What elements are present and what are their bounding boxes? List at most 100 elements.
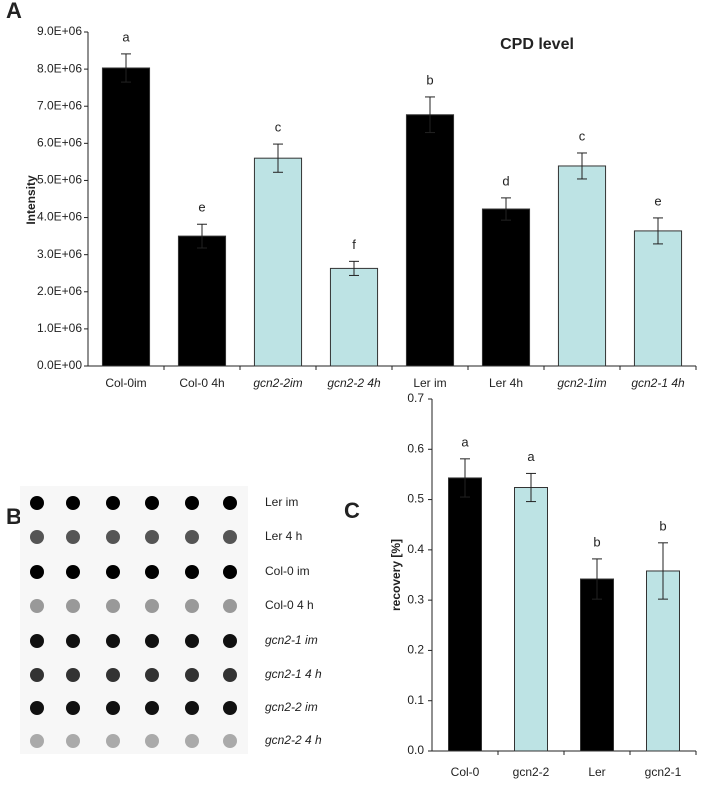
annotation: c	[579, 128, 586, 143]
blot-dot	[185, 496, 199, 510]
y-tick-label: 0.6	[407, 441, 424, 455]
blot-dot	[30, 634, 44, 648]
blot-dot	[185, 668, 199, 682]
annotation: b	[659, 518, 666, 533]
x-tick-label: Ler	[588, 765, 605, 779]
blot-dot	[185, 734, 199, 748]
x-tick-label: Col-0	[451, 765, 480, 779]
blot-dot	[145, 668, 159, 682]
annotation: a	[122, 29, 130, 44]
chart-title: CPD level	[500, 36, 574, 53]
blot-dot	[106, 496, 120, 510]
blot-dot	[145, 634, 159, 648]
y-axis-label: recovery [%]	[389, 539, 403, 611]
x-tick-label: Col-0 4h	[179, 376, 224, 390]
y-tick-label: 0.7	[407, 391, 424, 405]
blot-dot	[106, 530, 120, 544]
blot-dot	[30, 668, 44, 682]
y-tick-label: 7.0E+06	[37, 98, 82, 112]
blot-dot	[106, 701, 120, 715]
blot-dot	[185, 565, 199, 579]
blot-dot	[66, 530, 80, 544]
annotation: b	[593, 534, 600, 549]
blot-dot	[223, 530, 237, 544]
blot-dot	[106, 734, 120, 748]
blot-dot	[223, 668, 237, 682]
bar	[177, 235, 227, 367]
annotation: a	[461, 434, 469, 449]
blot-dot	[145, 565, 159, 579]
blot-dot	[106, 634, 120, 648]
x-tick-label: Ler 4h	[489, 376, 523, 390]
y-tick-label: 0.3	[407, 592, 424, 606]
blot-dot	[223, 634, 237, 648]
blot-dot	[30, 565, 44, 579]
blot-dot	[106, 599, 120, 613]
y-tick-label: 6.0E+06	[37, 136, 82, 150]
blot-dot	[66, 734, 80, 748]
bar	[580, 578, 614, 752]
row-label: gcn2-1 im	[265, 633, 318, 647]
blot-dot	[66, 599, 80, 613]
row-label: gcn2-2 im	[265, 700, 318, 714]
annotation: c	[275, 120, 282, 135]
bar	[514, 487, 548, 752]
row-label: gcn2-1 4 h	[265, 667, 322, 681]
blot-dot	[185, 599, 199, 613]
blot-dot	[30, 496, 44, 510]
y-tick-label: 3.0E+06	[37, 247, 82, 261]
y-tick-label: 5.0E+06	[37, 173, 82, 187]
x-tick-label: gcn2-1 4h	[631, 376, 685, 390]
blot-dot	[223, 599, 237, 613]
y-tick-label: 0.2	[407, 643, 424, 657]
row-label: Ler 4 h	[265, 529, 302, 543]
blot-dot	[145, 496, 159, 510]
panel-label: C	[344, 498, 360, 523]
x-tick-label: gcn2-2	[513, 765, 550, 779]
y-tick-label: 2.0E+06	[37, 284, 82, 298]
y-tick-label: 0.1	[407, 693, 424, 707]
x-tick-label: Ler im	[413, 376, 446, 390]
blot-dot	[66, 634, 80, 648]
blot-dot	[66, 565, 80, 579]
blot-dot	[185, 701, 199, 715]
y-tick-label: 0.0E+00	[37, 358, 82, 372]
blot-dot	[223, 496, 237, 510]
x-tick-label: Col-0im	[105, 376, 146, 390]
y-tick-label: 0.0	[407, 743, 424, 757]
y-tick-label: 9.0E+06	[37, 24, 82, 38]
y-tick-label: 1.0E+06	[37, 321, 82, 335]
panel-label: A	[6, 0, 22, 23]
blot-dot	[30, 599, 44, 613]
bar	[481, 208, 531, 367]
bar	[448, 477, 482, 752]
blot-dot	[145, 734, 159, 748]
blot-dot	[30, 701, 44, 715]
blot-dot	[30, 530, 44, 544]
annotation: b	[426, 72, 433, 87]
blot-image	[20, 486, 248, 754]
annotation: e	[198, 200, 205, 215]
y-tick-label: 0.4	[407, 542, 424, 556]
blot-dot	[66, 701, 80, 715]
x-tick-label: gcn2-2 4h	[327, 376, 381, 390]
blot-dots	[30, 496, 237, 748]
blot-dot	[66, 668, 80, 682]
annotation: a	[527, 449, 535, 464]
annotation: d	[502, 173, 509, 188]
bar	[101, 67, 151, 367]
x-tick-label: gcn2-2im	[253, 376, 302, 390]
row-label: gcn2-2 4 h	[265, 733, 322, 747]
blot-dot	[223, 701, 237, 715]
x-tick-label: gcn2-1	[645, 765, 682, 779]
row-label: Ler im	[265, 495, 298, 509]
bar	[405, 114, 455, 367]
panel-label: B	[6, 504, 22, 529]
blot-dot	[223, 565, 237, 579]
row-label: Col-0 4 h	[265, 598, 314, 612]
blot-dot	[66, 496, 80, 510]
y-tick-label: 8.0E+06	[37, 61, 82, 75]
blot-dot	[185, 530, 199, 544]
blot-dot	[223, 734, 237, 748]
